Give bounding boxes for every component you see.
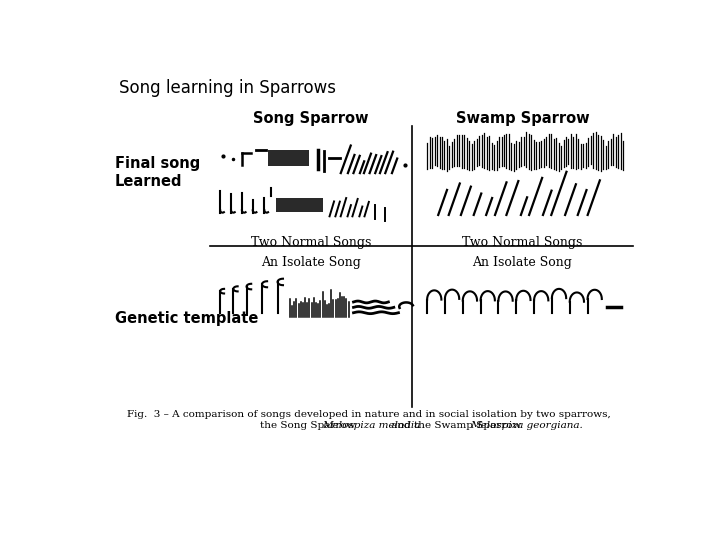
Text: Melospiza melodia: Melospiza melodia [323,421,421,429]
Text: Two Normal Songs: Two Normal Songs [462,236,582,249]
Text: Two Normal Songs: Two Normal Songs [251,236,371,249]
Text: Fig.  3 – A comparison of songs developed in nature and in social isolation by t: Fig. 3 – A comparison of songs developed… [127,410,611,418]
Bar [269,150,309,166]
Text: An Isolate Song: An Isolate Song [472,256,572,269]
Text: An Isolate Song: An Isolate Song [261,256,361,269]
Text: the Song Sparrow: the Song Sparrow [261,421,359,429]
Text: Swamp Sparrow: Swamp Sparrow [456,111,589,126]
Text: and the Swamp Sparrow: and the Swamp Sparrow [388,421,525,429]
Text: Melospiza georgiana.: Melospiza georgiana. [469,421,582,429]
Text: Final song
Learned: Final song Learned [114,157,200,189]
Text: Song Sparrow: Song Sparrow [253,111,369,126]
Bar [276,198,323,212]
Text: Genetic template: Genetic template [114,312,258,326]
Text: Song learning in Sparrows: Song learning in Sparrows [120,79,336,97]
